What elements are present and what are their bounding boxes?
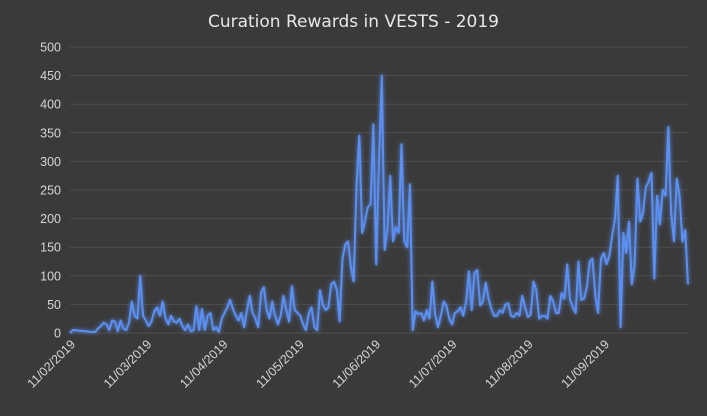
y-tick-label: 150 [40,241,61,255]
series-line [69,74,689,334]
x-tick-label: 11/02/2019 [25,337,79,391]
y-axis: 0 50 100 150 200 250 300 350 400 450 500 [40,41,61,341]
y-tick-label: 0 [54,327,61,341]
x-tick-label: 11/09/2019 [559,337,613,391]
series-layer [69,74,689,334]
y-tick-label: 350 [40,126,61,140]
x-axis: 11/02/2019 11/03/2019 11/04/2019 11/05/2019… [25,337,613,391]
x-tick-label: 11/03/2019 [101,337,155,391]
chart-title: Curation Rewards in VESTS - 2019 [207,12,500,32]
y-tick-label: 100 [40,269,61,283]
y-tick-label: 400 [40,98,61,112]
x-tick-label: 11/07/2019 [406,337,460,391]
gridlines [70,46,688,334]
y-tick-label: 450 [40,69,61,83]
x-tick-label: 11/05/2019 [253,337,307,391]
x-tick-label: 11/06/2019 [330,337,384,391]
y-tick-label: 200 [40,212,61,226]
y-tick-label: 500 [40,41,61,55]
y-tick-label: 250 [40,184,61,198]
y-tick-label: 50 [47,298,61,312]
y-tick-label: 300 [40,155,61,169]
x-tick-label: 11/04/2019 [177,337,231,391]
x-tick-label: 11/08/2019 [482,337,536,391]
